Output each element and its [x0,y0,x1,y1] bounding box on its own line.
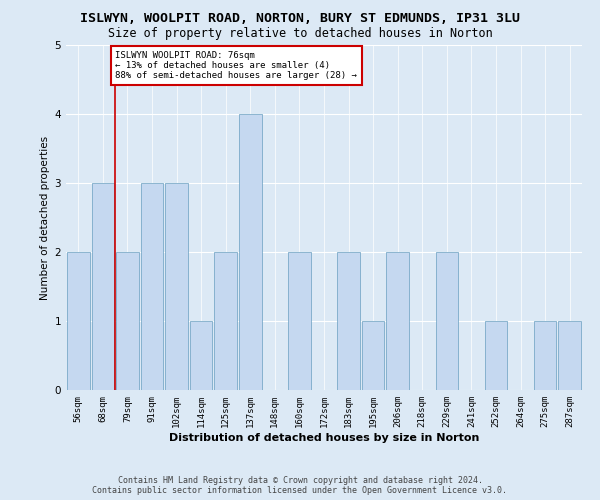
Bar [288,252,311,390]
Bar [559,321,581,390]
X-axis label: Distribution of detached houses by size in Norton: Distribution of detached houses by size … [169,432,479,442]
Bar [436,252,458,390]
Bar [485,321,508,390]
Bar [190,321,212,390]
Bar [67,252,89,390]
Text: Size of property relative to detached houses in Norton: Size of property relative to detached ho… [107,28,493,40]
Bar [116,252,139,390]
Text: Contains HM Land Registry data © Crown copyright and database right 2024.
Contai: Contains HM Land Registry data © Crown c… [92,476,508,495]
Bar [165,183,188,390]
Bar [92,183,114,390]
Text: ISLWYN WOOLPIT ROAD: 76sqm
← 13% of detached houses are smaller (4)
88% of semi-: ISLWYN WOOLPIT ROAD: 76sqm ← 13% of deta… [115,50,357,80]
Bar [362,321,385,390]
Bar [534,321,556,390]
Bar [337,252,360,390]
Bar [386,252,409,390]
Bar [239,114,262,390]
Text: ISLWYN, WOOLPIT ROAD, NORTON, BURY ST EDMUNDS, IP31 3LU: ISLWYN, WOOLPIT ROAD, NORTON, BURY ST ED… [80,12,520,26]
Bar [214,252,237,390]
Bar [140,183,163,390]
Y-axis label: Number of detached properties: Number of detached properties [40,136,50,300]
